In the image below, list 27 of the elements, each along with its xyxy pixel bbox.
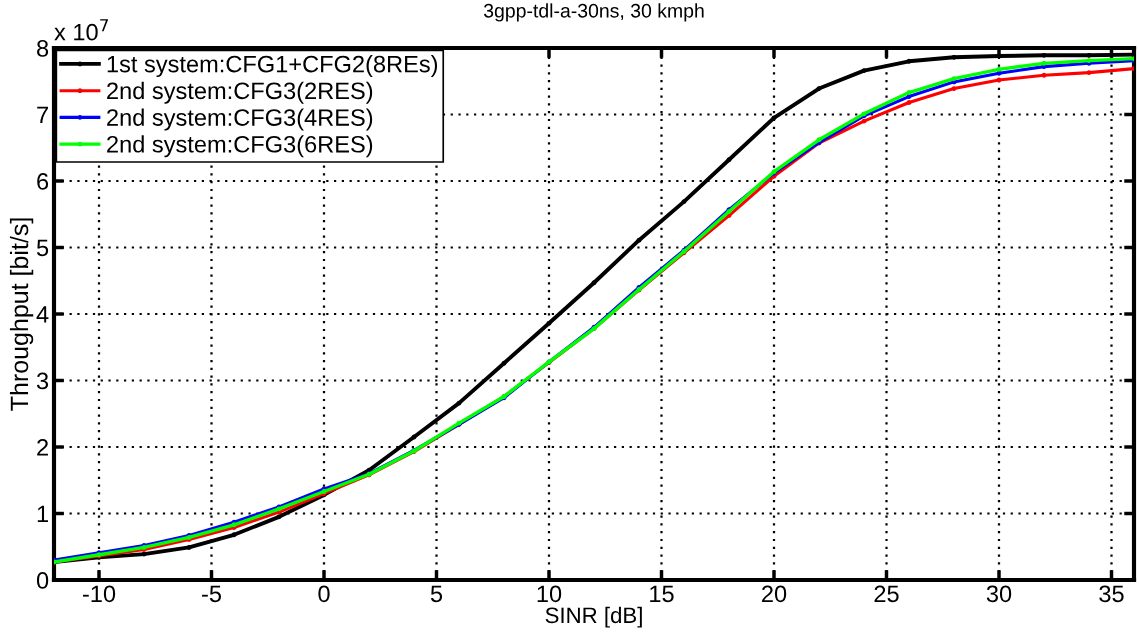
x-tick-label: 15 <box>650 585 674 603</box>
y-axis-title: Throughput [bit/s] <box>9 218 34 411</box>
y-tick-label: 4 <box>36 306 49 323</box>
x-tick-label: -10 <box>82 585 116 603</box>
y-tick-label: 7 <box>37 106 48 124</box>
x-tick-label: 20 <box>762 585 787 603</box>
x-axis-title: SINR [dB] <box>545 606 642 628</box>
x-tick-label: 10 <box>537 585 562 603</box>
x-tick-label: 5 <box>430 585 443 603</box>
y-tick-label: 0 <box>36 572 49 589</box>
legend-label: 1st system:CFG1+CFG2(8REs) <box>107 55 438 78</box>
x-tick-label: 0 <box>318 585 330 603</box>
y-tick-label: 3 <box>36 372 49 390</box>
x-tick-label: 30 <box>986 585 1012 603</box>
x-tick-label: 25 <box>874 585 899 603</box>
legend-label: 2nd system:CFG3(4RES) <box>107 108 373 131</box>
y-tick-label: 2 <box>37 439 48 456</box>
text: x 10$^{7}$ <box>54 19 108 41</box>
legend-label: 2nd system:CFG3(6RES) <box>107 135 373 158</box>
x-tick-label: -5 <box>202 585 222 603</box>
x-tick-label: 35 <box>1099 585 1124 603</box>
y-tick-label: 8 <box>37 40 49 57</box>
y-tick-label: 5 <box>36 239 49 257</box>
chart-title: 3gpp-tdl-a-30ns, 30 kmph <box>483 3 704 22</box>
y-tick-label: 6 <box>37 173 49 190</box>
y-tick-label: 1 <box>37 505 48 523</box>
legend-label: 2nd system:CFG3(2RES) <box>107 81 373 104</box>
